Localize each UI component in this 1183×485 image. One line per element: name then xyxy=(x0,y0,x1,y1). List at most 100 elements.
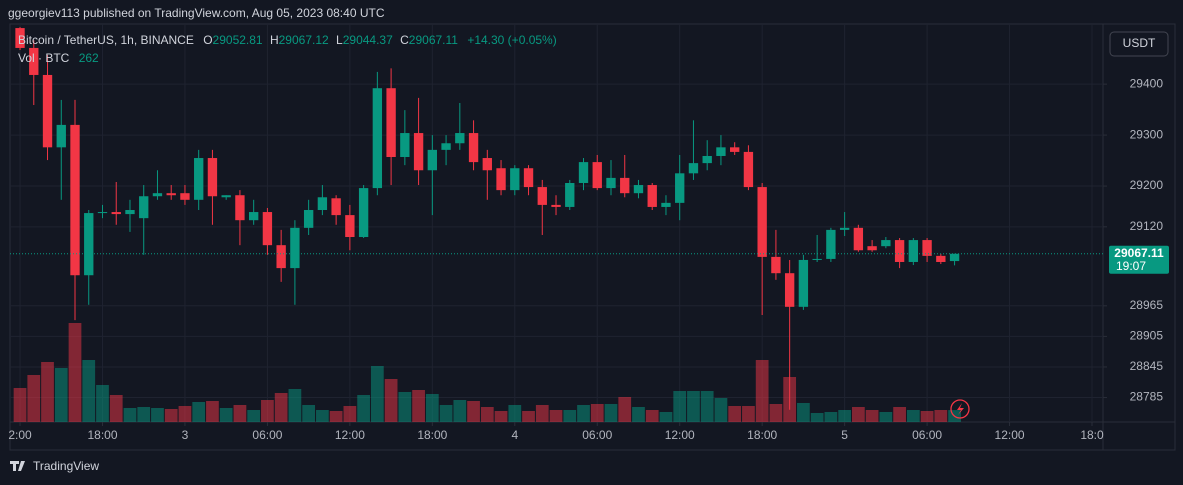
volume-bar xyxy=(288,389,302,422)
x-tick-label: 18:0 xyxy=(1080,428,1104,442)
y-tick-label: 28785 xyxy=(1130,390,1164,404)
volume-bar xyxy=(590,404,604,422)
symbol-title: Bitcoin / TetherUS, 1h, BINANCE xyxy=(18,33,194,47)
candle-body xyxy=(922,240,932,256)
legend-title: Bitcoin / TetherUS, 1h, BINANCE O29052.8… xyxy=(18,33,557,47)
x-tick-label: 5 xyxy=(841,428,848,442)
volume-value: 262 xyxy=(79,51,99,65)
candle-body xyxy=(303,210,314,228)
change-value: +14.30 (+0.05%) xyxy=(467,33,556,47)
x-tick-label: 06:00 xyxy=(582,428,612,442)
y-tick-label: 29400 xyxy=(1130,76,1164,90)
volume-bar xyxy=(219,408,233,422)
last-price-box xyxy=(1109,245,1169,274)
candle-body xyxy=(620,177,630,194)
candle-body xyxy=(482,158,492,171)
volume-bar xyxy=(370,366,384,422)
x-tick-label: 3 xyxy=(182,428,189,442)
candle-body xyxy=(633,185,644,194)
close-value: 29067.11 xyxy=(409,33,458,47)
volume-bar xyxy=(769,404,783,422)
candle-body xyxy=(771,256,781,274)
volume-bar xyxy=(549,410,563,422)
candle-body xyxy=(551,204,561,207)
volume-bar xyxy=(82,360,96,422)
candle-body xyxy=(235,195,245,221)
volume-bar xyxy=(68,323,82,422)
candle-body xyxy=(455,133,465,144)
volume-bar xyxy=(13,388,27,422)
candle-body xyxy=(661,202,671,207)
volume-bar xyxy=(329,411,343,422)
candle-body xyxy=(565,182,575,207)
currency-label[interactable]: USDT xyxy=(1123,36,1156,50)
last-price-label: 29067.11 xyxy=(1114,246,1164,260)
high-value: 29067.12 xyxy=(279,33,329,47)
volume-bar xyxy=(96,385,109,422)
candle-body xyxy=(70,124,80,276)
volume-bar xyxy=(109,395,123,422)
x-tick-label: 18:00 xyxy=(417,428,447,442)
currency-button[interactable] xyxy=(1109,31,1169,57)
volume-bar xyxy=(357,395,370,422)
candle-body xyxy=(812,258,822,260)
publish-header: ggeorgiev113 published on TradingView.co… xyxy=(8,6,385,20)
volume-bar xyxy=(755,360,769,422)
volume-bar xyxy=(261,400,274,422)
y-tick-label: 28845 xyxy=(1130,359,1164,373)
alert-icon[interactable] xyxy=(950,399,970,419)
volume-bar xyxy=(700,391,714,422)
axis-layer: 29400 29300 29200 29120 28965 28905 28845 28785… xyxy=(8,76,1169,442)
volume-bar xyxy=(906,410,920,422)
volume-bar xyxy=(137,407,151,422)
volume-bar xyxy=(247,410,261,422)
volume-bar xyxy=(563,410,577,422)
candle-body xyxy=(42,74,53,148)
volume-bar xyxy=(797,403,810,422)
candle-body xyxy=(180,193,190,200)
candle-body xyxy=(537,187,547,205)
x-tick-label: 06:00 xyxy=(912,428,942,442)
volume-bar xyxy=(54,368,68,422)
chart-frame xyxy=(9,23,1176,451)
candle-body xyxy=(97,212,108,214)
candle-body xyxy=(276,245,286,269)
volume-bar xyxy=(659,412,673,422)
volume-bar xyxy=(302,405,316,422)
volume-bar xyxy=(714,398,728,422)
x-tick-label: 12:00 xyxy=(335,428,365,442)
x-tick-label: 12:00 xyxy=(995,428,1025,442)
close-label: C xyxy=(400,33,409,47)
candle-body xyxy=(702,155,712,164)
candle-body xyxy=(345,215,355,238)
volume-bar xyxy=(508,405,522,422)
volume-bar xyxy=(742,406,755,422)
volume-bar xyxy=(151,408,164,422)
candle-body xyxy=(908,240,919,262)
candle-body xyxy=(84,213,94,276)
countdown-label: 19:07 xyxy=(1116,259,1146,273)
candle-body xyxy=(743,151,754,188)
volume-bar xyxy=(425,394,439,422)
volume-bar xyxy=(206,401,219,422)
volume-bar xyxy=(316,410,329,422)
candle-body xyxy=(139,196,149,219)
volume-label: Vol · BTC xyxy=(18,51,70,65)
volume-bar xyxy=(893,407,906,422)
candle-body xyxy=(730,147,740,152)
candle-body xyxy=(578,162,589,183)
x-tick-label: 4 xyxy=(511,428,518,442)
volume-bar xyxy=(274,393,288,422)
candle-body xyxy=(894,240,905,262)
y-tick-label: 29300 xyxy=(1130,127,1164,141)
volume-bar xyxy=(673,391,687,422)
candle-body xyxy=(647,185,657,207)
candle-body xyxy=(523,168,534,188)
volume-bar xyxy=(728,406,742,422)
low-label: L xyxy=(336,33,343,47)
volume-bar xyxy=(192,402,206,422)
candle-body xyxy=(166,193,176,196)
volume-bar xyxy=(27,375,41,422)
candle-body xyxy=(688,163,699,174)
